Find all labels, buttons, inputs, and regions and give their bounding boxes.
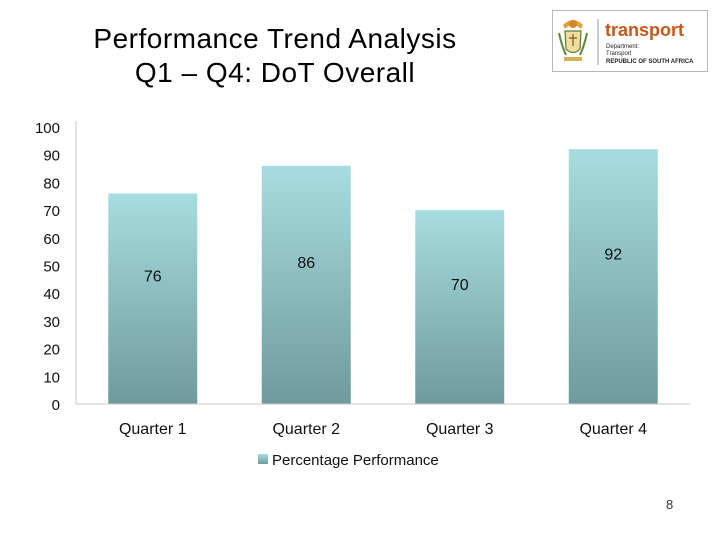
x-tick-label: Quarter 4	[579, 421, 647, 438]
data-label: 92	[604, 247, 622, 264]
y-tick-label: 60	[43, 231, 60, 248]
slide-title: Performance Trend Analysis Q1 – Q4: DoT …	[30, 22, 520, 90]
y-tick-label: 80	[43, 175, 60, 192]
slide-number: 8	[666, 497, 674, 512]
data-label: 70	[451, 277, 469, 294]
y-tick-label: 70	[43, 203, 60, 220]
logo-line-3: REPUBLIC OF SOUTH AFRICA	[606, 59, 694, 65]
y-tick-label: 100	[35, 120, 60, 137]
logo-line-2: Transport	[606, 51, 632, 57]
x-tick-label: Quarter 2	[272, 421, 340, 438]
bar	[108, 193, 198, 404]
bar	[261, 165, 351, 404]
logo-line-1: Department:	[606, 44, 639, 50]
x-tick-label: Quarter 3	[426, 421, 494, 438]
y-tick-label: 0	[52, 397, 60, 414]
slide-title-line-1: Performance Trend Analysis	[93, 23, 457, 54]
y-tick-label: 90	[43, 148, 60, 165]
legend-swatch	[258, 454, 268, 464]
slide-title-line-2: Q1 – Q4: DoT Overall	[134, 57, 416, 88]
bar	[568, 149, 658, 404]
x-tick-label: Quarter 1	[119, 421, 187, 438]
data-label: 76	[144, 269, 162, 286]
y-tick-label: 10	[43, 369, 60, 386]
data-label: 86	[297, 255, 315, 272]
legend-label: Percentage Performance	[272, 452, 439, 469]
department-logo: transport Department: Transport REPUBLIC…	[552, 10, 708, 72]
y-tick-label: 30	[43, 314, 60, 331]
y-tick-label: 20	[43, 342, 60, 359]
y-tick-label: 40	[43, 286, 60, 303]
y-tick-label: 50	[43, 259, 60, 276]
coat-of-arms-icon	[558, 20, 588, 61]
bar	[415, 210, 505, 404]
logo-wordmark: transport	[605, 20, 684, 40]
